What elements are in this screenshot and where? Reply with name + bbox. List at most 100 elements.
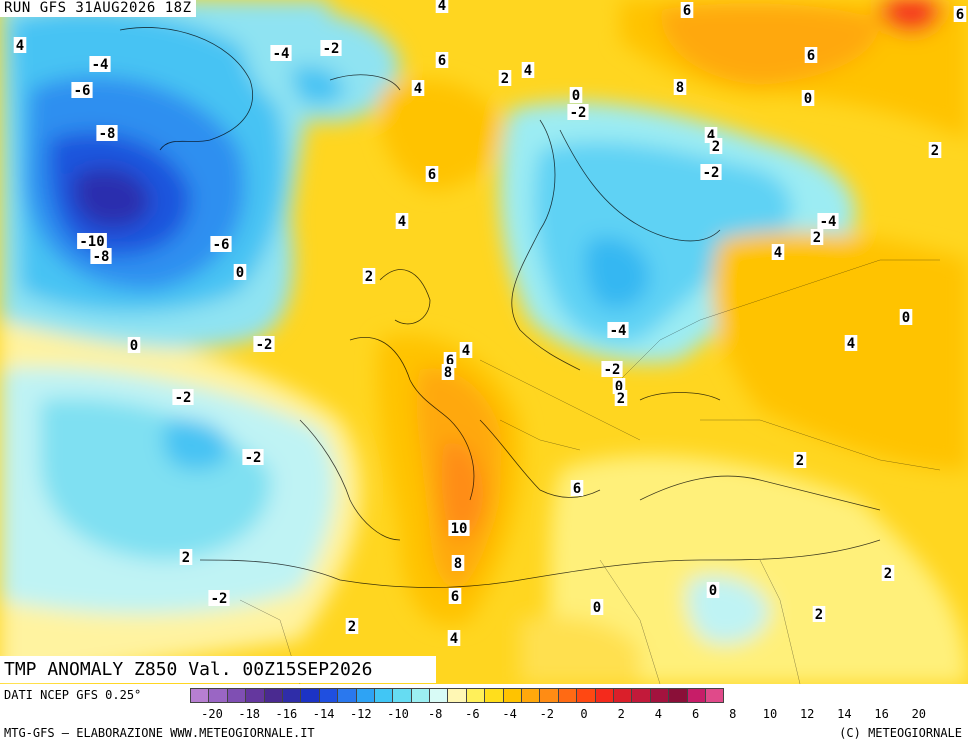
- contour-label-bg: [89, 56, 111, 72]
- scale-tick-label: -20: [201, 707, 223, 721]
- data-source-label: DATI NCEP GFS 0.25°: [4, 688, 142, 702]
- scale-swatch: [355, 688, 375, 703]
- contour-label-bg: [127, 337, 141, 353]
- contour-label: 4: [438, 0, 446, 14]
- contour-label-bg: [447, 630, 461, 646]
- scale-tick-label: 2: [617, 707, 625, 721]
- contour-label: 4: [524, 63, 532, 79]
- contour-label-bg: [96, 125, 118, 141]
- contour-label: 0: [902, 310, 910, 326]
- contour-label-bg: [521, 62, 535, 78]
- scale-tick-label: 4: [654, 707, 663, 721]
- scale-swatch: [612, 688, 633, 703]
- scale-swatch: [631, 688, 651, 703]
- scale-tick-label: 20: [911, 707, 927, 721]
- contour-label-bg: [614, 390, 628, 406]
- scale-tick-label: -18: [238, 707, 261, 721]
- contour-label: 6: [573, 481, 581, 497]
- scale-tick-label: 16: [874, 707, 889, 721]
- contour-label: 0: [804, 91, 812, 107]
- contour-label-bg: [590, 599, 604, 615]
- contour-label-bg: [601, 361, 623, 377]
- scale-swatch: [704, 688, 725, 703]
- contour-label: 4: [398, 214, 406, 230]
- contour-label: 8: [454, 556, 462, 572]
- contour-label-bg: [425, 166, 439, 182]
- contour-label: 2: [617, 391, 625, 407]
- contour-label: 6: [451, 589, 459, 605]
- contour-label: 2: [815, 607, 823, 623]
- color-scale-ticks: -20 -18 -16 -14 -12 -10 -8 -6 -4 -2 0 2 4 6 8 10 12 14 16 2…: [190, 707, 965, 721]
- contour-label-bg: [233, 264, 247, 280]
- scale-tick-label: -16: [275, 707, 298, 721]
- contour-label-bg: [928, 142, 942, 158]
- scale-swatch: [190, 688, 210, 703]
- field-title: TMP ANOMALY Z850 Val. 00Z15SEP2026: [0, 656, 436, 683]
- contour-label-bg: [242, 449, 264, 465]
- contour-label-bg: [345, 618, 359, 634]
- contour-label-bg: [270, 45, 292, 61]
- contour-label-bg: [77, 233, 107, 249]
- contour-label: 2: [813, 230, 821, 246]
- contour-label: 4: [16, 38, 24, 54]
- contour-label: 0: [593, 600, 601, 616]
- contour-label: 0: [709, 583, 717, 599]
- contour-label: 0: [615, 379, 623, 395]
- contour-label-bg: [435, 52, 449, 68]
- contour-label-bg: [208, 590, 230, 606]
- contour-label-bg: [706, 582, 720, 598]
- scale-swatch: [557, 688, 578, 703]
- scale-swatch: [373, 688, 394, 703]
- contour-label: -2: [175, 390, 192, 406]
- contour-label-bg: [804, 47, 818, 63]
- scale-swatch: [281, 688, 302, 703]
- contour-label-bg: [448, 520, 470, 536]
- scale-swatch: [410, 688, 431, 703]
- contour-label: -4: [273, 46, 290, 62]
- contour-label: 4: [707, 128, 715, 144]
- contour-label: 4: [774, 245, 782, 261]
- scale-swatch: [245, 688, 265, 703]
- borders: [239, 259, 941, 684]
- contour-label-bg: [793, 452, 807, 468]
- contour-label-bg: [700, 164, 722, 180]
- contour-label-bg: [411, 80, 425, 96]
- contour-label-bg: [441, 364, 455, 380]
- contour-label-bg: [71, 82, 93, 98]
- contour-label-bg: [210, 236, 232, 252]
- scale-swatch: [392, 688, 412, 703]
- contour-label-bg: [899, 309, 913, 325]
- contour-label: -6: [74, 83, 91, 99]
- scale-swatch: [686, 688, 706, 703]
- contour-label: 2: [712, 139, 720, 155]
- contour-label: 2: [348, 619, 356, 635]
- contour-label: 4: [462, 343, 470, 359]
- contour-label-bg: [498, 70, 512, 86]
- contour-label-bg: [673, 79, 687, 95]
- scale-swatch: [318, 688, 339, 703]
- contour-label-bg: [435, 0, 449, 13]
- run-label: RUN GFS 31AUG2026 18Z: [0, 0, 196, 17]
- contour-label: -8: [93, 249, 110, 265]
- color-scale: [190, 688, 725, 703]
- scale-swatch: [429, 688, 449, 703]
- contour-label: 6: [438, 53, 446, 69]
- scale-tick-label: 6: [691, 707, 700, 721]
- contour-label-bg: [362, 268, 376, 284]
- contour-label: 2: [796, 453, 804, 469]
- scale-swatch: [502, 688, 523, 703]
- contour-label: 0: [236, 265, 244, 281]
- contour-label: -2: [323, 41, 340, 57]
- contour-label: 2: [884, 566, 892, 582]
- contour-label-bg: [395, 213, 409, 229]
- scale-tick-label: 12: [799, 707, 815, 721]
- scale-tick-label: 8: [729, 707, 737, 721]
- scale-tick-label: -10: [387, 707, 409, 721]
- contour-label: -8: [99, 126, 116, 142]
- scale-swatch: [576, 688, 596, 703]
- contour-label-bg: [90, 248, 112, 264]
- scale-swatch: [668, 688, 688, 703]
- contour-label: 0: [572, 88, 580, 104]
